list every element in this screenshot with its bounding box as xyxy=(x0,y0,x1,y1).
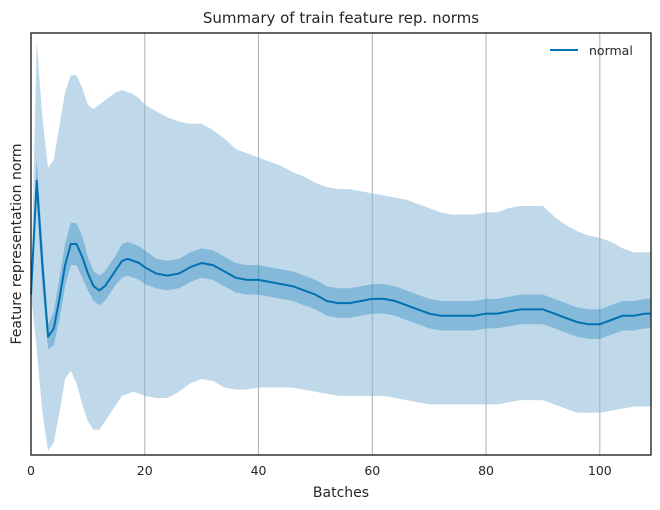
x-axis-label: Batches xyxy=(313,485,369,501)
x-tick-label-0: 0 xyxy=(27,463,35,478)
legend-label-normal: normal xyxy=(589,43,633,58)
x-tick-label-100: 100 xyxy=(588,463,612,478)
confidence-band-normal xyxy=(31,159,651,350)
plot-frame xyxy=(30,32,652,456)
y-axis-label: Feature representation norm xyxy=(9,143,25,344)
series-line-normal xyxy=(30,179,651,338)
x-tick-label-80: 80 xyxy=(478,463,494,478)
legend: normal xyxy=(550,43,633,58)
x-ticks: 0 20 40 60 80 100 xyxy=(27,463,612,478)
x-tick-label-40: 40 xyxy=(251,463,267,478)
x-tick-label-60: 60 xyxy=(364,463,380,478)
series-lines xyxy=(30,179,651,338)
range-band-normal xyxy=(31,41,651,451)
chart-title: Summary of train feature rep. norms xyxy=(203,9,479,27)
x-tick-label-20: 20 xyxy=(137,463,153,478)
bands xyxy=(31,41,651,451)
